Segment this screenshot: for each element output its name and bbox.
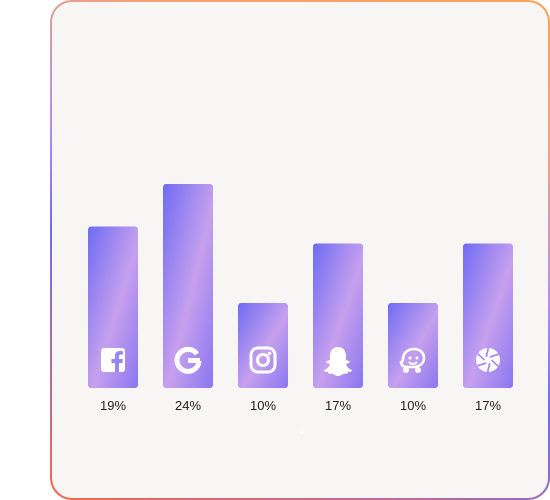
bar-value-label: 10% — [400, 398, 426, 413]
bar-group: 24% — [163, 184, 213, 413]
bar-value-label: 17% — [325, 398, 351, 413]
waze-icon — [399, 347, 426, 373]
chart-card: 19% 24% 10% 17% 10% 17% — [50, 0, 550, 500]
bar — [238, 303, 288, 388]
google-icon — [174, 346, 202, 374]
bar — [313, 243, 363, 388]
bar-group: 10% — [238, 303, 288, 413]
bar — [88, 226, 138, 388]
bar — [463, 243, 513, 388]
bar — [388, 303, 438, 388]
decorative-dot — [300, 430, 303, 433]
bar-chart: 19% 24% 10% 17% 10% 17% — [88, 184, 513, 413]
bar-value-label: 19% — [100, 398, 126, 413]
bar — [163, 184, 213, 388]
instagram-icon — [249, 346, 277, 374]
aperture-icon — [476, 347, 500, 373]
bar-value-label: 17% — [475, 398, 501, 413]
bar-group: 19% — [88, 226, 138, 413]
bar-value-label: 10% — [250, 398, 276, 413]
bar-group: 17% — [313, 243, 363, 413]
snapchat-icon — [324, 347, 352, 376]
bar-value-label: 24% — [175, 398, 201, 413]
bar-group: 17% — [463, 243, 513, 413]
bar-group: 10% — [388, 303, 438, 413]
facebook-icon — [101, 348, 125, 372]
